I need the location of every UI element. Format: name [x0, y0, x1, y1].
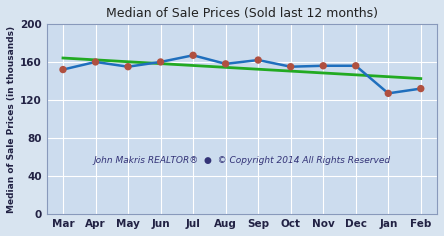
Title: Median of Sale Prices (Sold last 12 months): Median of Sale Prices (Sold last 12 mont…	[106, 7, 378, 20]
Point	[222, 62, 229, 66]
Point	[92, 60, 99, 64]
Point	[287, 65, 294, 69]
Text: John Makris REALTOR®  ●  © Copyright 2014 All Rights Reserved: John Makris REALTOR® ● © Copyright 2014 …	[93, 156, 390, 165]
Point	[157, 60, 164, 64]
Point	[190, 53, 197, 57]
Point	[417, 87, 424, 90]
Point	[254, 58, 262, 62]
Point	[385, 92, 392, 95]
Point	[59, 68, 67, 72]
Point	[352, 64, 359, 68]
Point	[124, 65, 131, 69]
Point	[320, 64, 327, 68]
Y-axis label: Median of Sale Prices (in thousands): Median of Sale Prices (in thousands)	[7, 25, 16, 213]
